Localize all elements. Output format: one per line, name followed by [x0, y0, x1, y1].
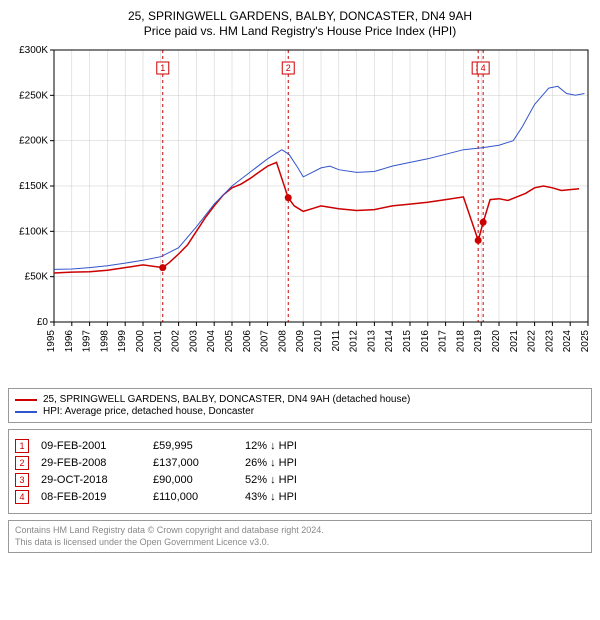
legend-label: HPI: Average price, detached house, Donc… — [43, 406, 254, 417]
sale-price: £90,000 — [153, 474, 233, 486]
x-tick-label: 2020 — [491, 330, 502, 353]
sale-date: 29-OCT-2018 — [41, 474, 141, 486]
footer-attribution: Contains HM Land Registry data © Crown c… — [8, 520, 592, 553]
sale-point — [285, 194, 292, 201]
x-tick-label: 2023 — [544, 330, 555, 353]
x-tick-label: 2012 — [349, 330, 360, 353]
x-tick-label: 2009 — [295, 330, 306, 353]
x-tick-label: 2021 — [509, 330, 520, 353]
sale-row-marker: 3 — [15, 473, 29, 487]
chart-area: £0 £50K £100K £150K £200K £250K £300K 1995 1996 1… — [8, 42, 592, 382]
line-chart: £0 £50K £100K £150K £200K £250K £300K 1995 1996 1… — [8, 42, 592, 382]
x-tick-label: 2019 — [473, 330, 484, 353]
y-tick-label: £200K — [19, 136, 48, 147]
sale-date: 09-FEB-2001 — [41, 440, 141, 452]
sale-diff: 43% ↓ HPI — [245, 491, 345, 503]
x-tick-label: 2018 — [455, 330, 466, 353]
sale-diff: 26% ↓ HPI — [245, 457, 345, 469]
legend-item: HPI: Average price, detached house, Donc… — [15, 406, 585, 417]
sale-date: 29-FEB-2008 — [41, 457, 141, 469]
sale-row: 2 29-FEB-2008 £137,000 26% ↓ HPI — [15, 456, 585, 470]
sale-marker-number: 2 — [286, 63, 291, 73]
x-tick-label: 1997 — [82, 330, 93, 353]
x-tick-label: 2015 — [402, 330, 413, 353]
sale-row-marker: 1 — [15, 439, 29, 453]
y-tick-label: £0 — [37, 317, 49, 328]
sale-row: 1 09-FEB-2001 £59,995 12% ↓ HPI — [15, 439, 585, 453]
x-tick-label: 2004 — [206, 330, 217, 353]
title-line-1: 25, SPRINGWELL GARDENS, BALBY, DONCASTER… — [8, 9, 592, 23]
sale-diff: 52% ↓ HPI — [245, 474, 345, 486]
sale-point — [159, 264, 166, 271]
x-tick-label: 2016 — [420, 330, 431, 353]
sale-marker-number: 1 — [160, 63, 165, 73]
x-tick-label: 2003 — [188, 330, 199, 353]
x-tick-label: 2001 — [153, 330, 164, 353]
x-tick-label: 2002 — [171, 330, 182, 353]
chart-title: 25, SPRINGWELL GARDENS, BALBY, DONCASTER… — [8, 9, 592, 38]
y-tick-label: £250K — [19, 90, 48, 101]
x-tick-label: 1995 — [46, 330, 57, 353]
x-tick-label: 2000 — [135, 330, 146, 353]
sale-row: 4 08-FEB-2019 £110,000 43% ↓ HPI — [15, 490, 585, 504]
footer-line-2: This data is licensed under the Open Gov… — [15, 537, 585, 549]
x-tick-label: 1999 — [117, 330, 128, 353]
y-tick-label: £300K — [19, 45, 48, 56]
x-tick-label: 2006 — [242, 330, 253, 353]
x-tick-label: 1998 — [99, 330, 110, 353]
x-tick-label: 2022 — [527, 330, 538, 353]
sale-row-marker: 4 — [15, 490, 29, 504]
title-line-2: Price paid vs. HM Land Registry's House … — [8, 24, 592, 38]
sale-date: 08-FEB-2019 — [41, 491, 141, 503]
x-tick-label: 2007 — [260, 330, 271, 353]
sale-row: 3 29-OCT-2018 £90,000 52% ↓ HPI — [15, 473, 585, 487]
sales-table: 1 09-FEB-2001 £59,995 12% ↓ HPI 2 29-FEB-2008… — [8, 429, 592, 514]
x-tick-label: 2025 — [580, 330, 591, 353]
x-tick-label: 2010 — [313, 330, 324, 353]
x-tick-label: 2008 — [277, 330, 288, 353]
x-tick-label: 2005 — [224, 330, 235, 353]
x-tick-label: 1996 — [64, 330, 75, 353]
x-tick-label: 2014 — [384, 330, 395, 353]
x-tick-label: 2017 — [438, 330, 449, 353]
x-tick-label: 2011 — [331, 330, 342, 352]
y-tick-label: £50K — [25, 272, 49, 283]
sale-marker-number: 4 — [481, 63, 486, 73]
legend-item: 25, SPRINGWELL GARDENS, BALBY, DONCASTER… — [15, 394, 585, 405]
y-tick-label: £100K — [19, 226, 48, 237]
x-tick-label: 2024 — [562, 330, 573, 353]
legend-swatch — [15, 411, 37, 413]
y-tick-label: £150K — [19, 181, 48, 192]
sale-point — [480, 219, 487, 226]
sale-row-marker: 2 — [15, 456, 29, 470]
sale-price: £137,000 — [153, 457, 233, 469]
legend: 25, SPRINGWELL GARDENS, BALBY, DONCASTER… — [8, 388, 592, 423]
footer-line-1: Contains HM Land Registry data © Crown c… — [15, 525, 585, 537]
sale-point — [475, 237, 482, 244]
sale-price: £59,995 — [153, 440, 233, 452]
sale-diff: 12% ↓ HPI — [245, 440, 345, 452]
legend-label: 25, SPRINGWELL GARDENS, BALBY, DONCASTER… — [43, 394, 410, 405]
sale-price: £110,000 — [153, 491, 233, 503]
legend-swatch — [15, 399, 37, 401]
x-tick-label: 2013 — [366, 330, 377, 353]
